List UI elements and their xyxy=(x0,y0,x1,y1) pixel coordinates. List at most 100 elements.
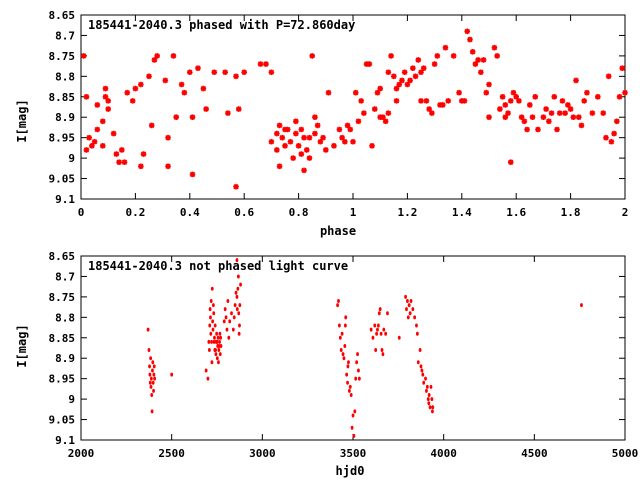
data-point xyxy=(94,102,101,108)
data-point xyxy=(497,106,503,112)
data-point xyxy=(236,286,240,291)
data-point xyxy=(382,118,389,125)
data-point xyxy=(312,114,318,121)
data-point xyxy=(181,89,188,96)
data-point xyxy=(425,384,429,389)
data-point xyxy=(502,102,509,108)
y-tick-label: 9.1 xyxy=(55,193,75,206)
data-point xyxy=(214,352,218,357)
data-point xyxy=(211,327,215,332)
data-point xyxy=(410,65,416,71)
data-point xyxy=(339,134,345,141)
data-point xyxy=(342,356,346,361)
data-point xyxy=(173,114,179,121)
data-point xyxy=(187,69,193,76)
x-tick-label: 1.6 xyxy=(506,206,526,219)
data-point xyxy=(507,159,514,165)
data-point xyxy=(132,85,139,92)
data-point xyxy=(206,376,210,381)
data-point xyxy=(556,110,563,116)
x-tick-label: 4500 xyxy=(521,447,548,460)
data-point xyxy=(425,388,428,393)
data-point xyxy=(293,118,299,125)
data-point xyxy=(342,138,348,145)
data-point xyxy=(263,61,269,67)
data-point xyxy=(373,323,377,328)
data-point xyxy=(225,110,231,116)
data-point xyxy=(306,155,313,161)
data-point xyxy=(110,130,117,137)
x-tick-label: 2500 xyxy=(158,447,185,460)
y-tick-label: 8.85 xyxy=(49,91,76,104)
data-point xyxy=(210,339,213,344)
data-point xyxy=(224,315,228,320)
data-point xyxy=(401,69,408,76)
data-point xyxy=(478,69,484,76)
data-point xyxy=(404,294,407,299)
data-point xyxy=(237,311,241,316)
data-point xyxy=(374,348,378,353)
y-axis-label: I[mag] xyxy=(15,324,29,367)
data-point xyxy=(605,73,612,80)
data-point xyxy=(178,81,185,88)
y-tick-label: 8.95 xyxy=(49,373,76,386)
data-point xyxy=(317,138,324,145)
data-point xyxy=(611,130,617,137)
data-point xyxy=(150,393,154,398)
y-tick-label: 8.9 xyxy=(55,352,75,365)
data-point xyxy=(203,106,209,112)
y-tick-label: 9.05 xyxy=(49,173,76,186)
data-point xyxy=(366,61,373,67)
data-point xyxy=(238,303,242,308)
data-point xyxy=(378,307,382,312)
data-point xyxy=(361,110,367,116)
y-axis-label: I[mag] xyxy=(15,99,29,142)
data-point xyxy=(575,114,582,121)
data-point xyxy=(298,151,305,157)
data-point xyxy=(213,323,217,328)
data-point xyxy=(516,98,522,104)
data-point xyxy=(546,118,552,125)
data-point xyxy=(347,360,350,365)
data-point xyxy=(351,413,355,418)
data-point xyxy=(170,372,174,377)
data-point xyxy=(276,163,283,170)
data-point xyxy=(456,89,462,96)
data-point xyxy=(406,298,409,303)
data-point xyxy=(336,126,343,133)
data-point xyxy=(268,138,275,145)
data-point xyxy=(418,69,424,76)
data-point xyxy=(513,93,519,100)
data-point xyxy=(355,118,362,125)
data-point xyxy=(450,53,457,59)
data-point xyxy=(298,126,305,133)
data-point xyxy=(124,89,131,96)
data-point xyxy=(218,339,221,344)
data-point xyxy=(151,380,155,385)
data-point xyxy=(210,286,214,291)
y-tick-label: 9.05 xyxy=(49,414,76,427)
data-point xyxy=(407,303,411,308)
data-point xyxy=(486,81,492,88)
data-point xyxy=(211,303,215,308)
x-tick-label: 1.2 xyxy=(397,206,417,219)
data-point xyxy=(521,118,528,125)
x-tick-label: 0.2 xyxy=(125,206,145,219)
y-tick-label: 8.75 xyxy=(49,291,76,304)
x-tick-label: 1 xyxy=(350,206,357,219)
data-point xyxy=(532,93,539,100)
data-point xyxy=(237,331,241,336)
data-point xyxy=(429,384,433,389)
data-point xyxy=(225,327,229,332)
plot-title: 185441-2040.3 not phased light curve xyxy=(88,259,348,273)
data-point xyxy=(320,134,326,141)
data-point xyxy=(217,348,221,353)
data-point xyxy=(369,143,375,149)
x-axis-label: phase xyxy=(320,224,356,238)
data-point xyxy=(344,122,351,129)
data-point xyxy=(405,307,408,312)
data-point xyxy=(343,323,347,328)
data-point xyxy=(152,372,156,377)
data-point xyxy=(235,106,242,112)
data-point xyxy=(195,65,201,71)
